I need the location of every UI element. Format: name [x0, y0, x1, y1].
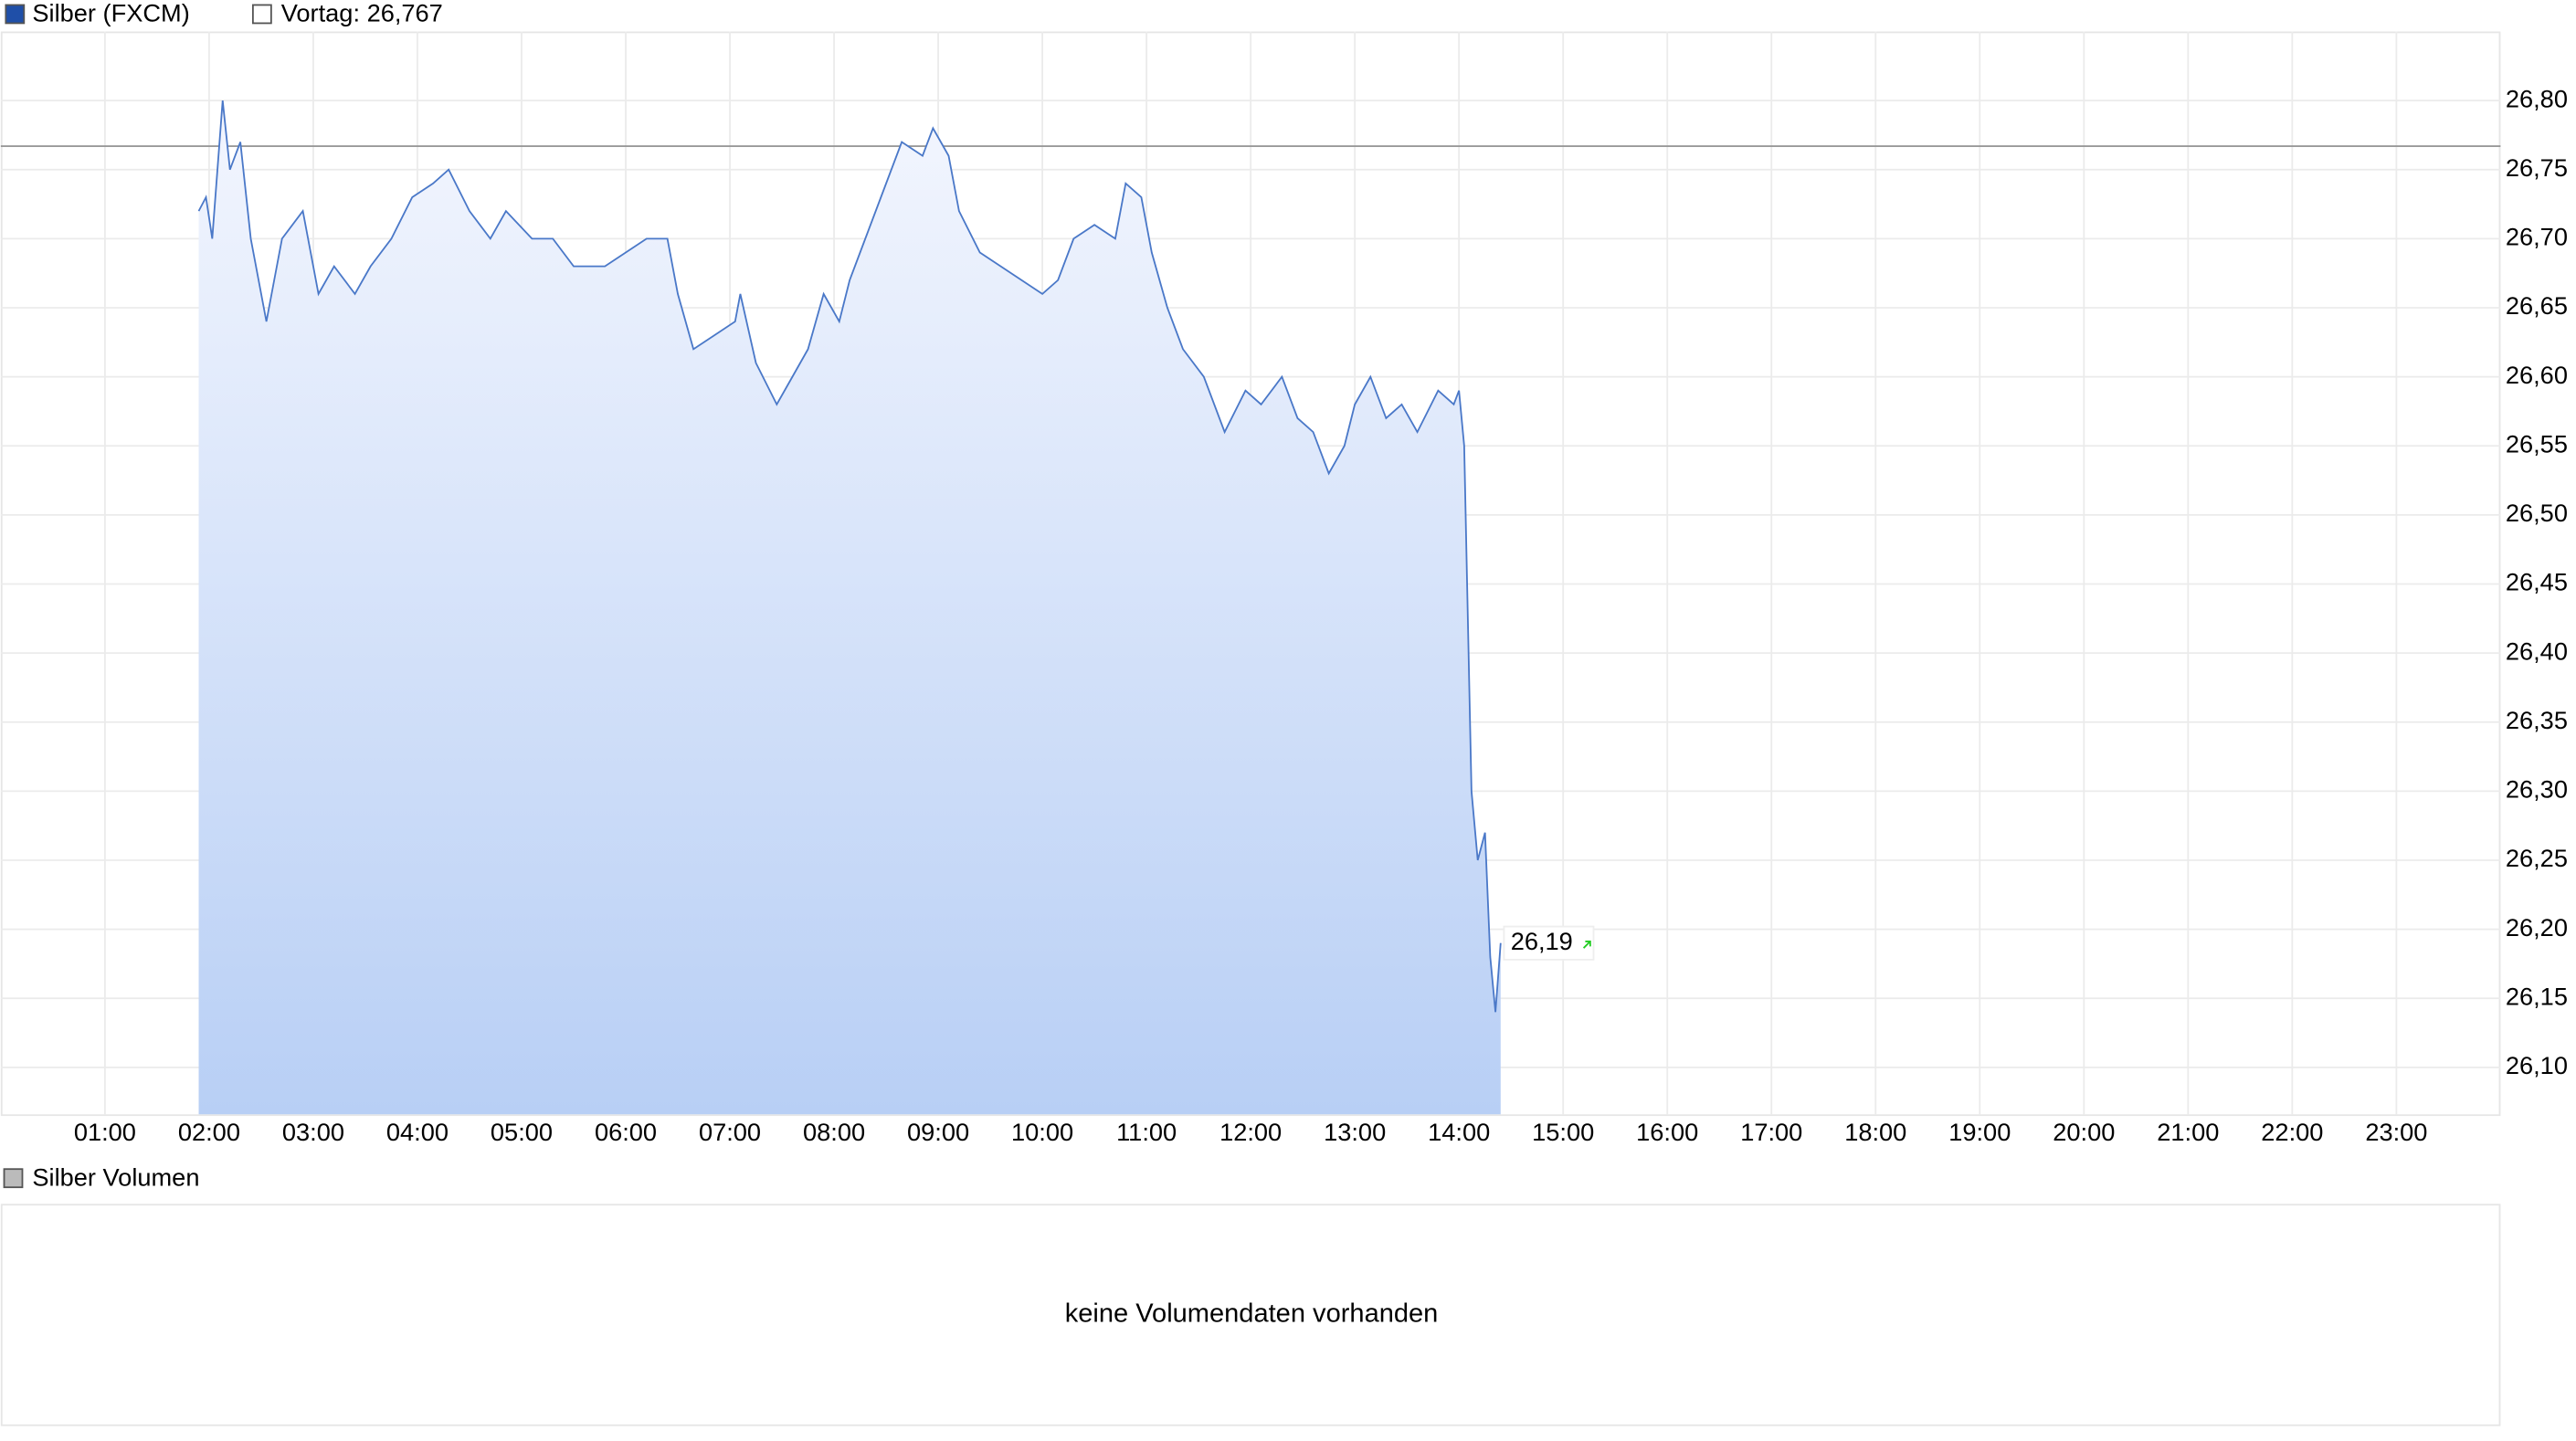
x-tick-label: 18:00: [1844, 1118, 1906, 1146]
y-tick-label: 26,30: [2506, 775, 2568, 804]
x-tick-label: 02:00: [178, 1118, 240, 1146]
x-tick-label: 05:00: [491, 1118, 553, 1146]
y-tick-label: 26,80: [2506, 84, 2568, 112]
legend-swatch: [5, 4, 26, 25]
x-tick-label: 21:00: [2157, 1118, 2219, 1146]
legend-swatch: [251, 4, 272, 25]
x-tick-label: 19:00: [1948, 1118, 2011, 1146]
legend-series: Silber (FXCM): [32, 0, 189, 27]
y-tick-label: 26,65: [2506, 291, 2568, 320]
volume-legend: Silber Volumen: [32, 1162, 199, 1191]
y-tick-label: 26,40: [2506, 636, 2568, 665]
legend-reference: Vortag: 26,767: [281, 0, 443, 27]
y-tick-label: 26,60: [2506, 361, 2568, 389]
x-tick-label: 01:00: [74, 1118, 136, 1146]
x-tick-label: 12:00: [1219, 1118, 1282, 1146]
y-tick-label: 26,25: [2506, 844, 2568, 872]
x-tick-label: 10:00: [1011, 1118, 1073, 1146]
y-tick-label: 26,55: [2506, 429, 2568, 458]
y-tick-label: 26,10: [2506, 1051, 2568, 1079]
y-tick-label: 26,15: [2506, 982, 2568, 1010]
y-tick-label: 26,50: [2506, 499, 2568, 527]
x-tick-label: 08:00: [803, 1118, 865, 1146]
x-tick-label: 17:00: [1740, 1118, 1802, 1146]
x-tick-label: 16:00: [1636, 1118, 1698, 1146]
legend-swatch: [3, 1168, 24, 1189]
x-tick-label: 22:00: [2261, 1118, 2323, 1146]
volume-message: keine Volumendaten vorhanden: [1065, 1299, 1439, 1329]
x-tick-label: 20:00: [2053, 1118, 2115, 1146]
last-value-label: 26,19: [1511, 927, 1573, 955]
x-tick-label: 06:00: [595, 1118, 657, 1146]
trend-icon: [1582, 941, 1591, 949]
x-tick-label: 11:00: [1116, 1118, 1177, 1146]
y-tick-label: 26,75: [2506, 153, 2568, 182]
x-tick-label: 03:00: [282, 1118, 344, 1146]
x-tick-label: 23:00: [2365, 1118, 2427, 1146]
x-tick-label: 07:00: [699, 1118, 761, 1146]
y-tick-label: 26,20: [2506, 913, 2568, 941]
x-tick-label: 14:00: [1428, 1118, 1490, 1146]
price-line: [197, 100, 1502, 1013]
y-tick-label: 26,70: [2506, 223, 2568, 251]
x-tick-label: 04:00: [386, 1118, 449, 1146]
x-tick-label: 09:00: [907, 1118, 969, 1146]
last-value-box: [1503, 925, 1595, 961]
y-tick-label: 26,35: [2506, 706, 2568, 734]
x-tick-label: 15:00: [1532, 1118, 1594, 1146]
y-tick-label: 26,45: [2506, 568, 2568, 596]
x-tick-label: 13:00: [1324, 1118, 1386, 1146]
volume-frame: [0, 1204, 2501, 1426]
area: [198, 100, 1501, 1115]
